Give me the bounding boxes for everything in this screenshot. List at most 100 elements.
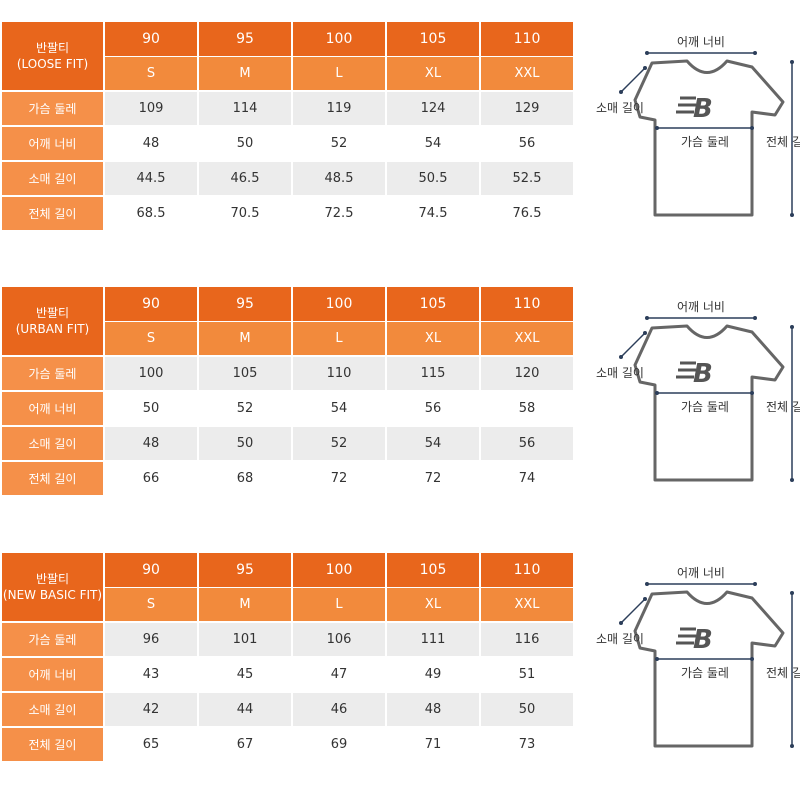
length-label: 전체 길이	[766, 666, 800, 680]
fit-name: (NEW BASIC FIT)	[2, 588, 103, 602]
length-label: 전체 길이	[766, 400, 800, 414]
measurement-value: 48	[387, 693, 479, 726]
measurement-value: 51	[481, 658, 573, 691]
shoulder-label: 어깨 너비	[677, 35, 725, 49]
chest-measure-line	[655, 126, 754, 130]
measurement-label: 전체 길이	[2, 462, 103, 495]
shoulder-measure-line	[645, 316, 757, 320]
measurement-value: 116	[481, 623, 573, 656]
numeric-size-header: 100	[293, 553, 385, 587]
letter-size-header: XL	[387, 57, 479, 90]
measurement-value: 74	[481, 462, 573, 495]
letter-size-header: M	[199, 57, 291, 90]
measurement-value: 44.5	[105, 162, 197, 195]
numeric-size-header: 90	[105, 287, 197, 321]
fit-name: (URBAN FIT)	[15, 322, 90, 336]
measurement-value: 47	[293, 658, 385, 691]
measurement-value: 96	[105, 623, 197, 656]
measurement-value: 50	[199, 127, 291, 160]
letter-size-header: M	[199, 322, 291, 355]
letter-size-header: XXL	[481, 588, 573, 621]
measurement-value: 50	[199, 427, 291, 460]
size-table: 반팔티 (LOOSE FIT) 90 95 100 105 110 S M L …	[2, 22, 573, 230]
measurement-label: 소매 길이	[2, 693, 103, 726]
measurement-value: 124	[387, 92, 479, 125]
measurement-value: 100	[105, 357, 197, 390]
measurement-label: 소매 길이	[2, 427, 103, 460]
measurement-label: 어깨 너비	[2, 658, 103, 691]
tshirt-measurement-diagram: 어깨 너비 소매 길이 가슴 둘레 전체 길이 B	[580, 20, 800, 230]
numeric-size-header: 95	[199, 22, 291, 56]
letter-size-header: L	[293, 588, 385, 621]
tshirt-outline-icon	[633, 590, 785, 748]
tshirt-outline-icon	[633, 59, 785, 217]
letter-size-header: XXL	[481, 322, 573, 355]
length-measure-line	[790, 591, 794, 748]
measurement-value: 46.5	[199, 162, 291, 195]
length-measure-line	[790, 325, 794, 482]
measurement-label: 가슴 둘레	[2, 357, 103, 390]
svg-text:B: B	[693, 94, 713, 124]
numeric-size-header: 95	[199, 553, 291, 587]
measurement-value: 44	[199, 693, 291, 726]
sleeve-measure-line	[619, 331, 647, 359]
length-measure-line	[790, 60, 794, 217]
measurement-value: 50	[105, 392, 197, 425]
chest-label: 가슴 둘레	[681, 400, 729, 414]
letter-size-header: XXL	[481, 57, 573, 90]
numeric-size-header: 110	[481, 553, 573, 587]
measurement-value: 56	[481, 127, 573, 160]
table-title: 반팔티 (LOOSE FIT)	[2, 22, 103, 90]
size-table: 반팔티 (URBAN FIT) 90 95 100 105 110 S M L …	[2, 287, 573, 495]
measurement-value: 49	[387, 658, 479, 691]
measurement-value: 74.5	[387, 197, 479, 230]
new-balance-logo-icon: B	[676, 625, 713, 655]
chest-label: 가슴 둘레	[681, 135, 729, 149]
measurement-value: 68	[199, 462, 291, 495]
measurement-value: 50.5	[387, 162, 479, 195]
numeric-size-header: 105	[387, 287, 479, 321]
measurement-value: 56	[481, 427, 573, 460]
measurement-value: 54	[387, 127, 479, 160]
measurement-value: 72.5	[293, 197, 385, 230]
letter-size-header: XL	[387, 588, 479, 621]
letter-size-header: M	[199, 588, 291, 621]
measurement-value: 42	[105, 693, 197, 726]
measurement-value: 72	[293, 462, 385, 495]
sleeve-label: 소매 길이	[596, 101, 644, 115]
sleeve-measure-line	[619, 66, 647, 94]
numeric-size-header: 90	[105, 22, 197, 56]
measurement-label: 전체 길이	[2, 728, 103, 761]
measurement-value: 72	[387, 462, 479, 495]
fit-name: (LOOSE FIT)	[16, 57, 89, 71]
shoulder-label: 어깨 너비	[677, 566, 725, 580]
product-name: 반팔티	[35, 572, 70, 586]
measurement-value: 119	[293, 92, 385, 125]
numeric-size-header: 95	[199, 287, 291, 321]
measurement-value: 76.5	[481, 197, 573, 230]
measurement-value: 67	[199, 728, 291, 761]
measurement-label: 어깨 너비	[2, 392, 103, 425]
length-label: 전체 길이	[766, 135, 800, 149]
shoulder-label: 어깨 너비	[677, 300, 725, 314]
chest-label: 가슴 둘레	[681, 666, 729, 680]
letter-size-header: XL	[387, 322, 479, 355]
measurement-value: 48	[105, 127, 197, 160]
measurement-value: 46	[293, 693, 385, 726]
letter-size-header: S	[105, 588, 197, 621]
measurement-value: 106	[293, 623, 385, 656]
measurement-value: 109	[105, 92, 197, 125]
numeric-size-header: 105	[387, 553, 479, 587]
new-balance-logo-icon: B	[676, 94, 713, 124]
letter-size-header: S	[105, 322, 197, 355]
measurement-value: 50	[481, 693, 573, 726]
measurement-value: 52	[293, 127, 385, 160]
svg-text:B: B	[693, 625, 713, 655]
measurement-value: 111	[387, 623, 479, 656]
measurement-value: 68.5	[105, 197, 197, 230]
measurement-label: 전체 길이	[2, 197, 103, 230]
measurement-value: 110	[293, 357, 385, 390]
table-title: 반팔티 (URBAN FIT)	[2, 287, 103, 355]
measurement-value: 101	[199, 623, 291, 656]
measurement-value: 54	[387, 427, 479, 460]
